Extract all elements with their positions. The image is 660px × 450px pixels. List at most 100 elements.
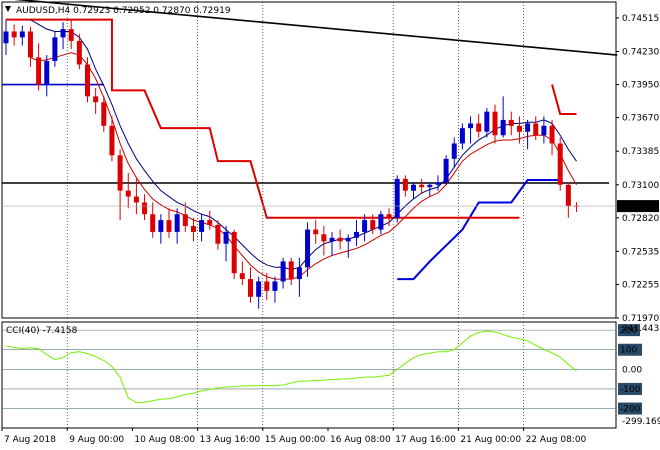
candle [52,31,58,67]
candle [541,116,547,144]
candle [386,208,392,227]
candle-body [60,29,66,38]
candle [3,19,9,56]
candle-body [11,31,17,38]
candle-body [305,229,311,268]
candle [443,155,449,185]
candle [76,33,82,70]
red-step-line-end [551,84,577,116]
candle [11,24,17,46]
candle-body [492,111,498,136]
time-axis-label: 9 Aug 00:00 [69,435,124,445]
candle [223,226,229,262]
candle-body [68,29,74,41]
candle-body [109,125,115,156]
candle [68,19,74,50]
cci-axis-max-label: 241.4438 [622,324,660,334]
candle [215,220,221,250]
candle [264,273,270,301]
price-axis-label: 0.73950 [622,81,659,91]
candle [476,114,482,138]
candle-body [525,123,531,132]
candle [370,214,376,235]
candle [419,178,425,195]
candle [207,210,213,230]
candle [199,214,205,242]
candle [500,96,506,138]
candle-body [288,261,294,280]
candle [256,276,262,309]
price-axis-label: 0.72535 [622,247,659,257]
candle [231,229,237,280]
candle-body [158,220,164,232]
candle [44,55,50,97]
candle [402,175,408,197]
candle-body [174,214,180,232]
candle-body [541,125,547,136]
price-axis-label: 0.71970 [622,314,659,324]
candle [272,276,278,303]
candle-body [272,281,278,291]
candle-body [443,158,449,183]
candle [329,231,335,256]
current-price-value: 0.72919 [620,202,657,212]
candle-body [133,196,139,203]
candle-body [468,123,474,129]
price-axis-label: 0.74230 [622,48,659,58]
candle [182,202,188,232]
candle [435,175,441,191]
candle [557,137,563,191]
time-axis-label: 21 Aug 00:00 [460,435,521,445]
cci-level-tag [618,343,642,356]
candle [313,220,319,244]
time-axis-label: 22 Aug 08:00 [526,435,587,445]
price-axis-label: 0.73670 [622,114,659,124]
cci-axis-min-label: -299.1697 [622,417,660,427]
candle [459,123,465,150]
candle-body [239,273,245,280]
candle-body [85,64,90,97]
time-axis-label: 13 Aug 16:00 [200,435,261,445]
candle-body [427,184,433,188]
price-axis-label: 0.73385 [622,147,659,157]
cci-axis-label: 100 [620,346,637,356]
candle [451,137,457,168]
candle [190,217,196,242]
candle [27,26,33,67]
candle-body [451,143,457,159]
candle-body [353,231,359,238]
candle-body [44,60,50,85]
candle [117,149,123,221]
candle-body [150,214,156,232]
time-axis-label: 7 Aug 2018 [4,435,56,445]
candle-body [3,31,9,44]
candle [248,267,253,303]
candle-body [476,123,482,132]
candle [305,222,311,277]
cci-axis-label: -100 [620,385,641,395]
candle-body [313,229,319,235]
candle [484,108,490,138]
cci-panel-frame [1,321,617,429]
candle [60,22,66,50]
candle-body [125,190,131,197]
candle-body [500,119,506,136]
cci-line [5,330,577,404]
candle [19,25,25,46]
candle-body [231,231,237,274]
candle [142,194,148,221]
cci-panel-title: CCI(40) -7.4158 [6,326,78,336]
candle-body [256,281,262,297]
candle-body [321,234,327,242]
candle [345,234,351,258]
cci-axis-label: 200 [620,326,637,336]
candle-body [549,125,555,144]
candle [508,111,514,136]
cci-axis-label: 0.00 [622,365,642,375]
candle [174,208,180,244]
chevron-down-icon [5,6,11,12]
candle-body [345,237,351,242]
candle-body [394,178,400,218]
